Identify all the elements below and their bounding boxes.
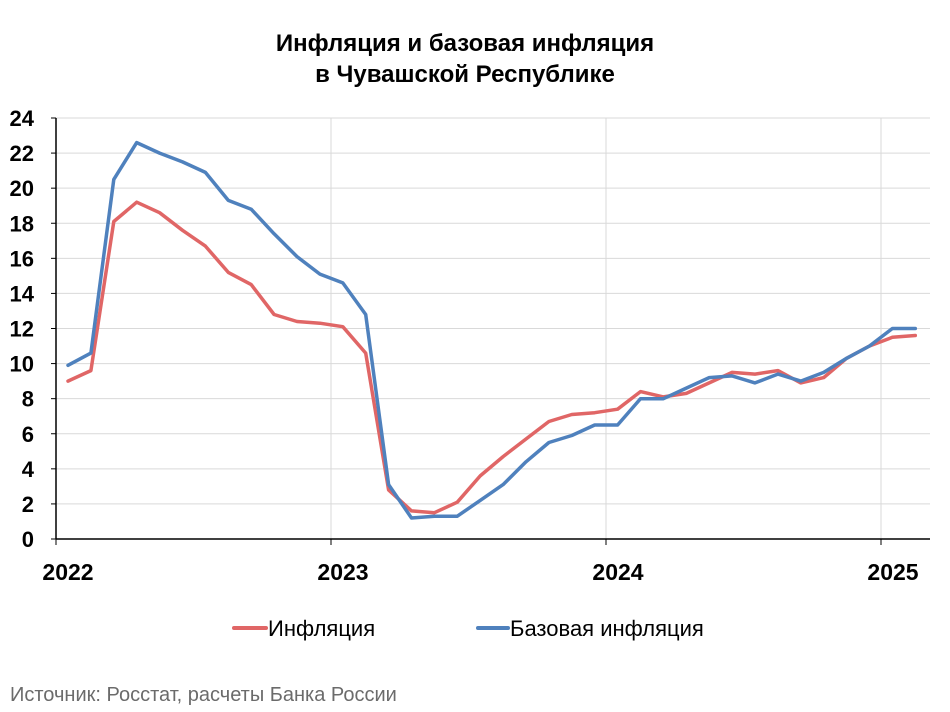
y-tick-label: 16 <box>10 246 34 271</box>
y-tick-label: 2 <box>22 492 34 517</box>
source-note: Источник: Росстат, расчеты Банка России <box>10 684 397 706</box>
y-tick-label: 4 <box>22 457 35 482</box>
gridlines <box>56 117 930 539</box>
y-tick-label: 18 <box>10 211 34 236</box>
chart-title-line-1: Инфляция и базовая инфляция <box>275 30 655 57</box>
y-tick-label: 0 <box>22 527 34 552</box>
x-tick-label-2024: 2024 <box>592 559 643 585</box>
y-tick-label: 14 <box>10 281 35 306</box>
legend: Инфляция Базовая инфляция <box>232 616 704 641</box>
x-tick-label-2025: 2025 <box>867 559 918 585</box>
series-lines <box>66 140 918 520</box>
x-tick-label-2023: 2023 <box>317 559 368 585</box>
chart-title: Инфляция и базовая инфляция в Чувашской … <box>0 28 930 90</box>
y-tick-label: 8 <box>22 387 34 412</box>
y-tick-label: 24 <box>10 106 35 131</box>
legend-label: Инфляция <box>268 616 375 641</box>
chart-title-line-2: в Чувашской Республике <box>315 61 615 88</box>
y-tick-label: 10 <box>10 352 34 377</box>
y-tick-label: 6 <box>22 422 34 447</box>
series-line-core-inflation <box>66 140 918 520</box>
legend-label: Базовая инфляция <box>510 616 704 641</box>
y-tick-label: 12 <box>10 317 34 342</box>
y-tick-label: 20 <box>10 176 34 201</box>
x-tick-label-2022: 2022 <box>42 559 93 585</box>
axes <box>51 117 930 545</box>
y-tick-label: 22 <box>10 141 34 166</box>
series-line-inflation <box>66 200 918 515</box>
